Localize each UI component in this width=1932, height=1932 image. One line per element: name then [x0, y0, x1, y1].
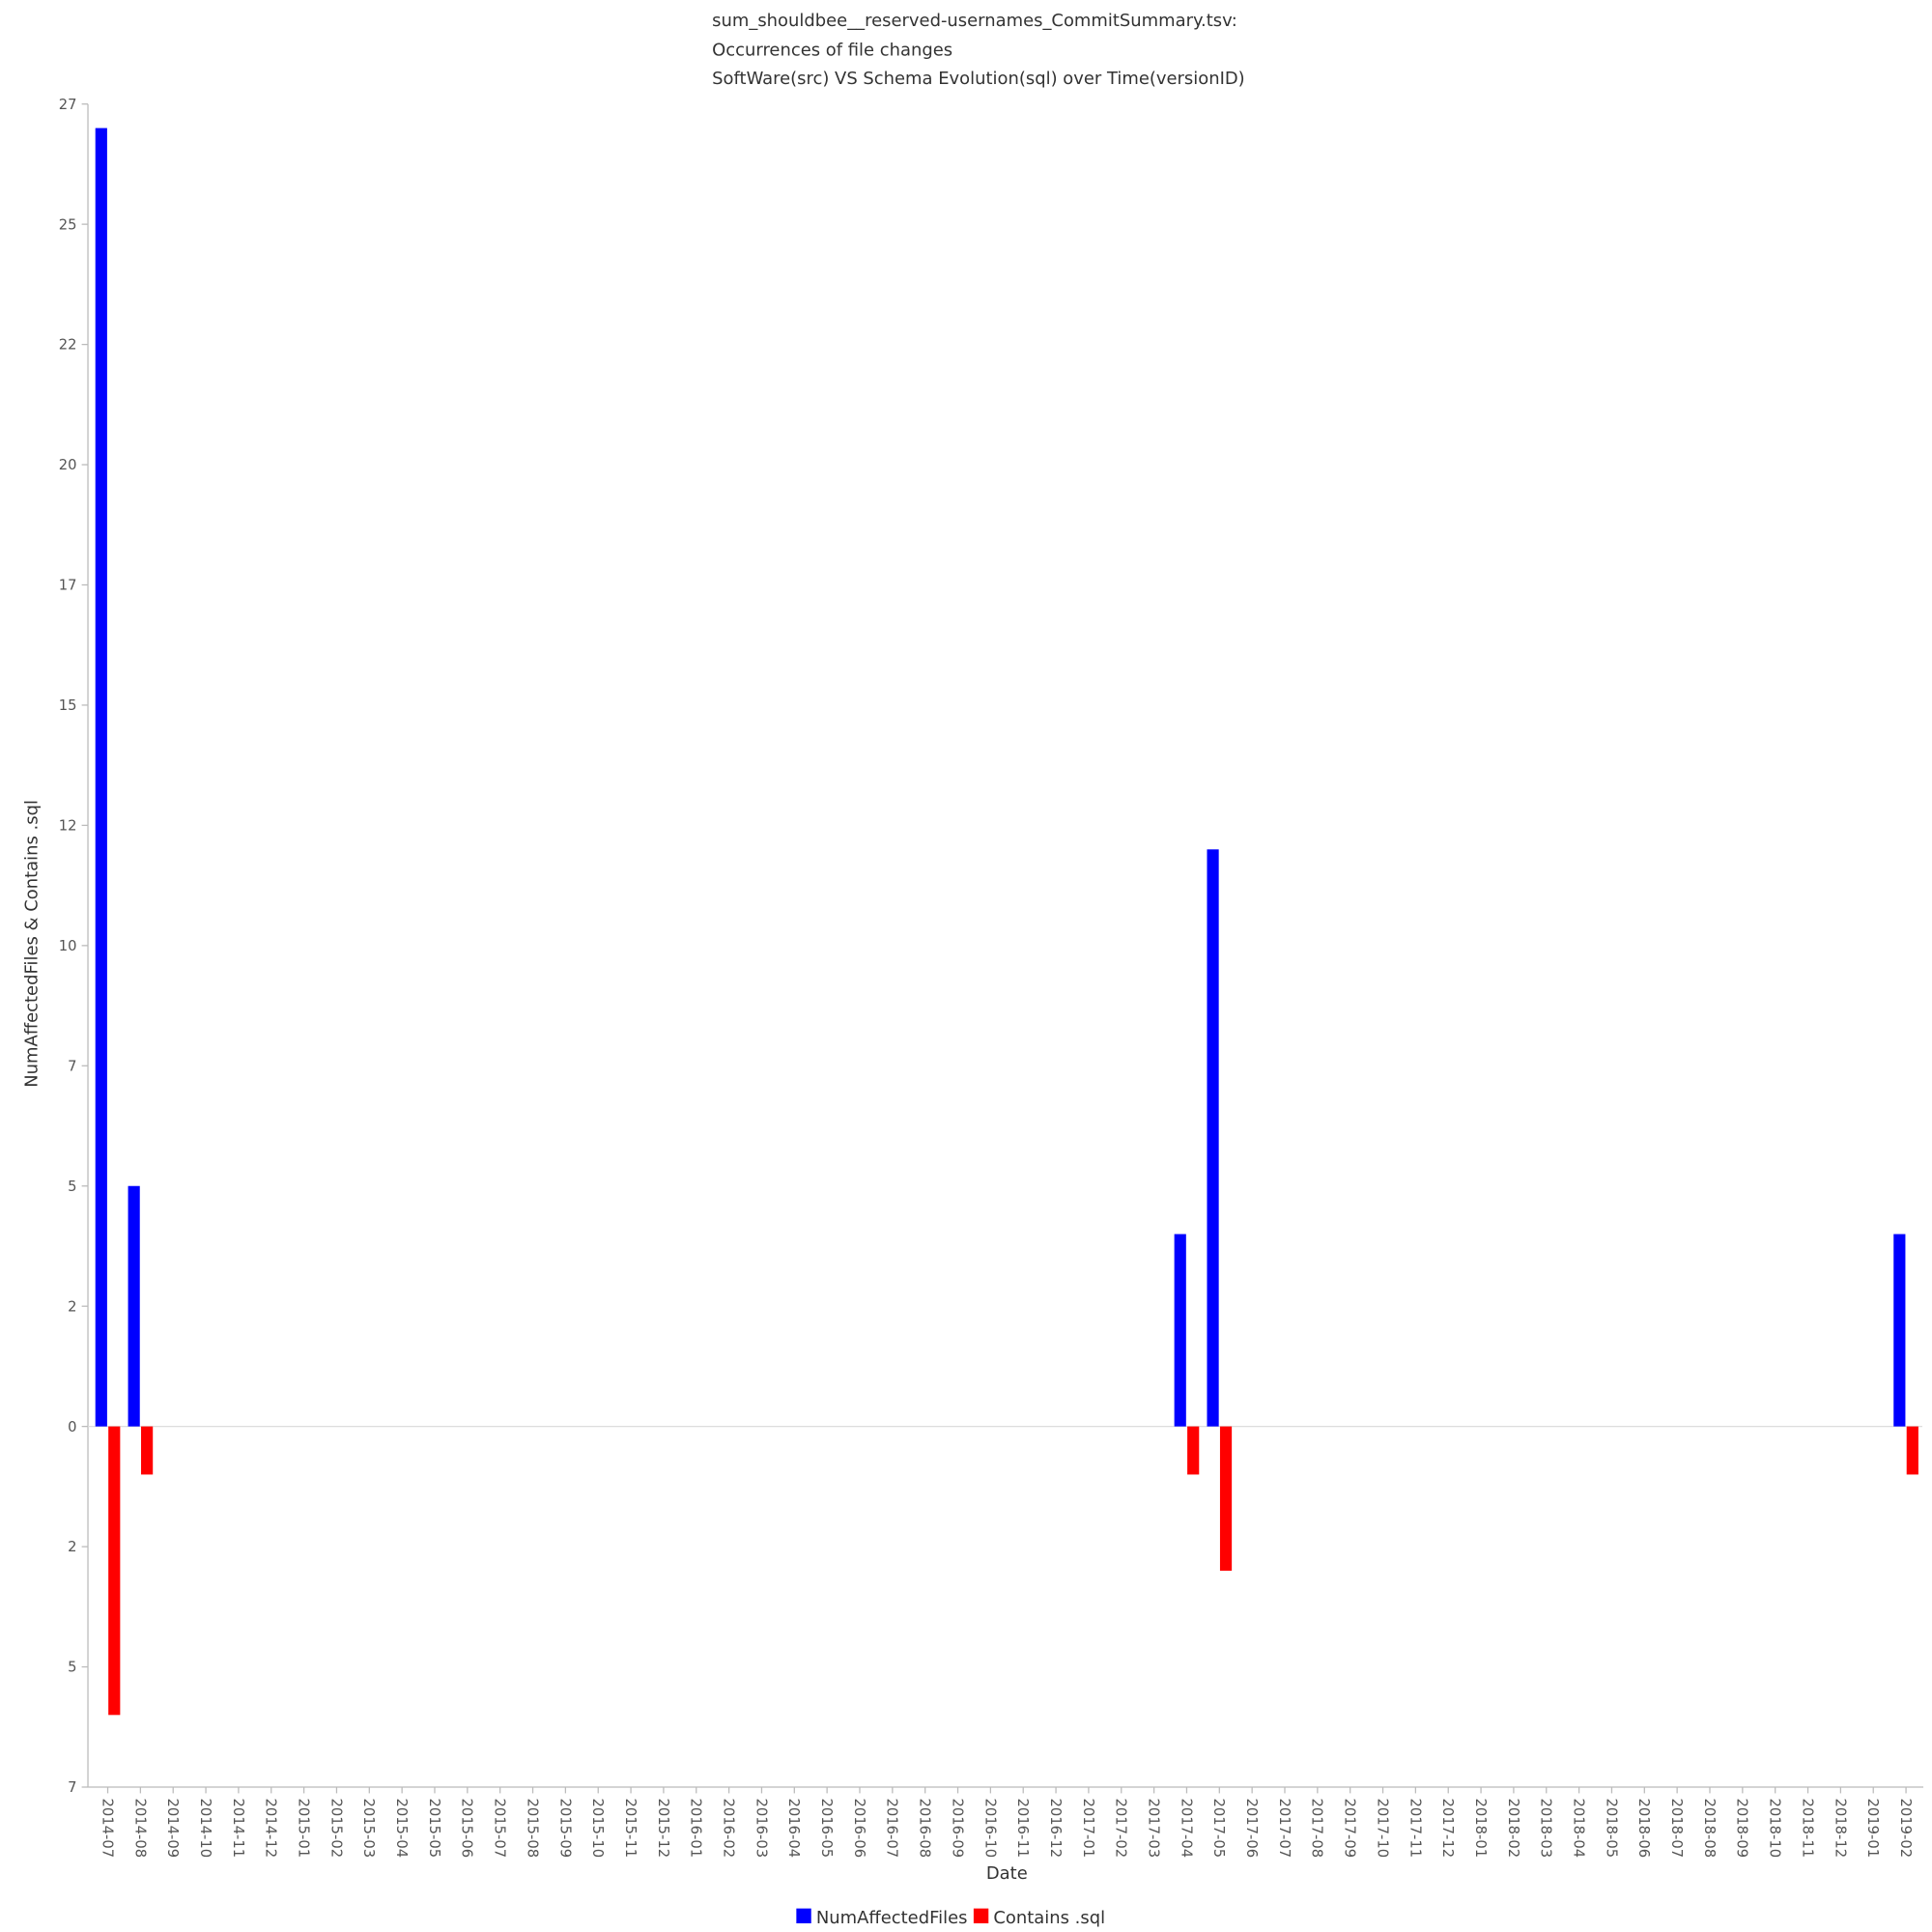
x-tick-label: 2018-07: [1668, 1799, 1685, 1859]
y-tick-label: 7: [68, 1779, 76, 1796]
x-tick-label: 2018-02: [1505, 1799, 1521, 1859]
y-tick-label: 17: [59, 578, 77, 594]
x-tick-label: 2017-02: [1113, 1799, 1129, 1859]
x-tick-label: 2015-12: [655, 1799, 671, 1859]
bar: [1174, 1234, 1186, 1427]
x-tick-label: 2014-12: [263, 1799, 279, 1859]
x-tick-label: 2016-07: [884, 1799, 900, 1859]
x-tick-label: 2017-11: [1406, 1799, 1423, 1859]
x-tick-label: 2016-03: [753, 1799, 769, 1859]
x-tick-label: 2018-12: [1832, 1799, 1848, 1859]
chart-title: sum_shouldbee__reserved-usernames_Commit…: [712, 11, 1237, 31]
x-tick-label: 2017-04: [1178, 1799, 1194, 1859]
x-tick-label: 2017-01: [1080, 1799, 1096, 1859]
y-tick-label: 0: [68, 1419, 76, 1435]
x-tick-label: 2017-10: [1374, 1799, 1390, 1859]
x-tick-label: 2015-08: [524, 1799, 540, 1859]
x-tick-label: 2016-06: [851, 1799, 867, 1859]
x-tick-label: 2015-02: [327, 1799, 344, 1859]
x-tick-label: 2017-07: [1276, 1799, 1293, 1859]
x-tick-label: 2016-04: [785, 1799, 802, 1859]
x-tick-label: 2016-12: [1047, 1799, 1064, 1859]
y-tick-label: 12: [59, 818, 77, 835]
bar: [128, 1185, 140, 1427]
x-tick-label: 2018-04: [1570, 1799, 1586, 1859]
bar: [1219, 1426, 1233, 1571]
x-tick-label: 2018-09: [1734, 1799, 1750, 1859]
x-tick-label: 2014-10: [197, 1799, 213, 1859]
x-tick-label: 2015-07: [492, 1799, 508, 1859]
x-tick-label: 2019-01: [1864, 1799, 1881, 1859]
x-tick-label: 2016-09: [949, 1799, 965, 1859]
x-tick-label: 2017-06: [1243, 1799, 1260, 1859]
bar: [1906, 1426, 1918, 1475]
x-tick-label: 2016-02: [720, 1799, 736, 1859]
y-tick-label: 27: [59, 97, 77, 113]
legend-swatch: [796, 1908, 811, 1924]
x-tick-label: 2017-05: [1210, 1799, 1227, 1859]
legend-label: Contains .sql: [993, 1908, 1105, 1928]
y-tick-label: 10: [59, 938, 77, 954]
x-tick-label: 2017-03: [1145, 1799, 1161, 1859]
chart-title: SoftWare(src) VS Schema Evolution(sql) o…: [712, 69, 1244, 89]
x-tick-label: 2014-07: [99, 1799, 115, 1859]
bar: [1187, 1426, 1200, 1475]
x-tick-label: 2015-04: [393, 1799, 410, 1859]
bar: [141, 1426, 154, 1475]
x-tick-label: 2018-06: [1635, 1799, 1652, 1859]
x-tick-label: 2016-11: [1014, 1799, 1031, 1859]
x-tick-label: 2016-10: [981, 1799, 998, 1859]
x-tick-label: 2015-06: [459, 1799, 475, 1859]
x-tick-label: 2015-11: [622, 1799, 639, 1859]
x-tick-label: 2018-10: [1767, 1799, 1783, 1859]
x-tick-label: 2014-11: [230, 1799, 246, 1859]
x-tick-label: 2015-01: [295, 1799, 311, 1859]
x-tick-label: 2018-01: [1472, 1799, 1489, 1859]
x-tick-label: 2015-10: [589, 1799, 606, 1859]
chart-title: Occurrences of file changes: [712, 41, 952, 61]
x-tick-label: 2017-09: [1342, 1799, 1358, 1859]
bar: [1207, 849, 1219, 1427]
x-tick-label: 2018-05: [1603, 1799, 1619, 1859]
x-axis-label: Date: [986, 1863, 1028, 1884]
x-tick-label: 2015-09: [556, 1799, 573, 1859]
y-tick-label: 20: [59, 457, 77, 473]
x-tick-label: 2015-05: [426, 1799, 442, 1859]
x-tick-label: 2018-11: [1799, 1799, 1815, 1859]
x-tick-label: 2016-08: [917, 1799, 933, 1859]
x-tick-label: 2018-08: [1701, 1799, 1718, 1859]
x-tick-label: 2017-12: [1439, 1799, 1456, 1859]
x-tick-label: 2016-05: [818, 1799, 835, 1859]
legend-label: NumAffectedFiles: [816, 1908, 968, 1928]
x-tick-label: 2018-03: [1538, 1799, 1554, 1859]
y-tick-label: 22: [59, 337, 77, 354]
bar: [1893, 1234, 1906, 1427]
bar: [95, 128, 107, 1427]
x-tick-label: 2014-08: [131, 1799, 148, 1859]
y-tick-label: 25: [59, 216, 77, 233]
x-tick-label: 2016-01: [688, 1799, 704, 1859]
bar: [108, 1426, 121, 1716]
x-tick-label: 2015-03: [360, 1799, 377, 1859]
y-tick-label: 15: [59, 697, 77, 714]
x-tick-label: 2019-02: [1897, 1799, 1914, 1859]
y-tick-label: 7: [68, 1058, 76, 1074]
y-tick-label: 2: [68, 1298, 76, 1315]
y-axis-label: NumAffectedFiles & Contains .sql: [21, 800, 42, 1088]
y-tick-label: 5: [68, 1660, 76, 1676]
x-tick-label: 2014-09: [164, 1799, 181, 1859]
y-tick-label: 5: [68, 1179, 76, 1195]
y-tick-label: 2: [68, 1539, 76, 1555]
legend-swatch: [973, 1908, 989, 1924]
x-tick-label: 2017-08: [1309, 1799, 1325, 1859]
